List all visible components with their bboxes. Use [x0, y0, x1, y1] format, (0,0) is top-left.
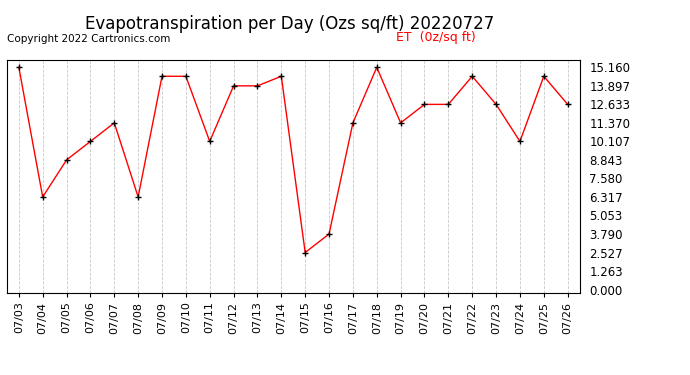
- Text: Evapotranspiration per Day (Ozs sq/ft) 20220727: Evapotranspiration per Day (Ozs sq/ft) 2…: [85, 15, 495, 33]
- Text: Copyright 2022 Cartronics.com: Copyright 2022 Cartronics.com: [7, 34, 170, 44]
- Text: ET  (0z/sq ft): ET (0z/sq ft): [396, 31, 476, 44]
